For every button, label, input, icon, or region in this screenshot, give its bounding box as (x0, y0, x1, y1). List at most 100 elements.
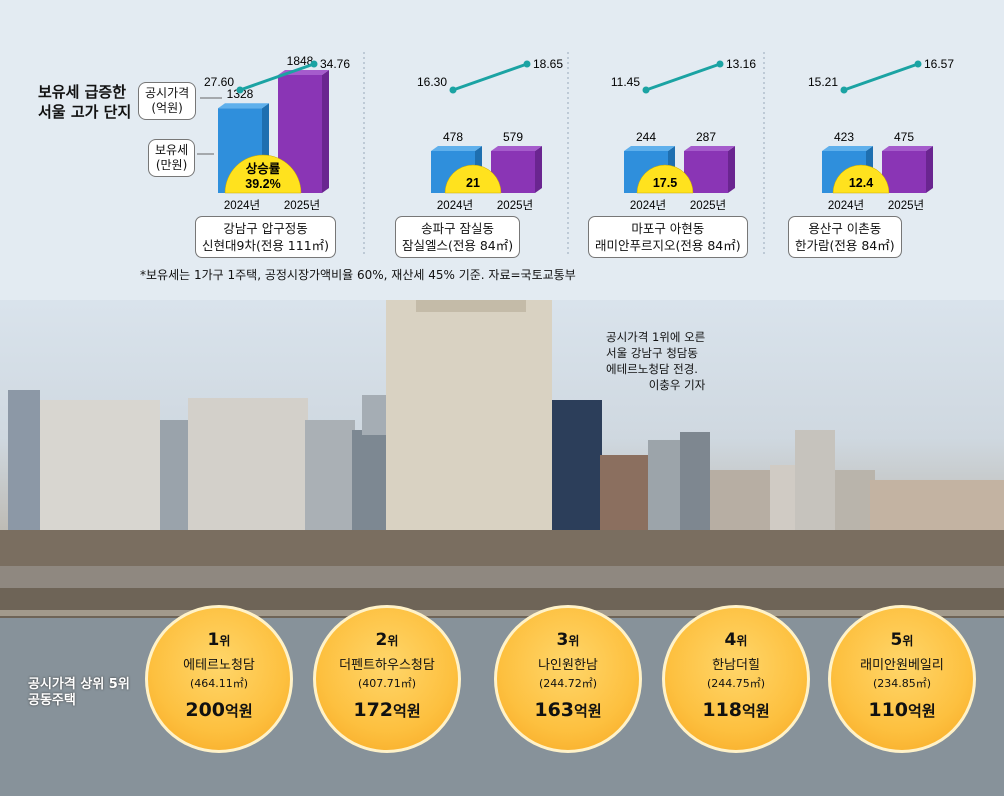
tax-bar-top (491, 146, 542, 151)
price: 110억원 (868, 699, 936, 721)
complex-name: 한가람(전용 84㎡) (795, 238, 895, 253)
rank-badge: 2위 (375, 630, 399, 650)
increase-badge-title: 상승률 (246, 161, 281, 176)
price-point-2024 (642, 86, 650, 94)
year-tick-label: 2024년 (828, 199, 864, 212)
price-value-label: 13.16 (726, 57, 756, 71)
rank-badge: 1위 (207, 630, 231, 650)
complex-area: (244.75㎡) (706, 677, 766, 690)
tax-bar-side (926, 146, 933, 193)
tax-bar-top (218, 103, 269, 109)
year-tick-label: 2024년 (224, 199, 260, 212)
rank-badge: 3위 (556, 630, 580, 650)
footnote: *보유세는 1가구 1주택, 공정시장가액비율 60%, 재산세 45% 기준.… (140, 268, 576, 282)
tax-bar-top (624, 146, 675, 151)
price-value-label: 34.76 (320, 57, 350, 71)
price: 200억원 (185, 699, 253, 721)
price: 118억원 (702, 699, 770, 721)
complex-district: 송파구 잠실동 (421, 221, 495, 236)
complex-area: (244.72㎡) (538, 677, 598, 690)
tax-bar-top (882, 146, 933, 151)
price-point-2025 (716, 60, 724, 68)
tax-value-label: 1328 (227, 87, 254, 101)
legend-tax-line1: 보유세 (155, 143, 189, 157)
legend-tax-chip: 보유세 (만원) (148, 139, 196, 177)
tax-value-label: 579 (503, 130, 523, 144)
complex-chip-4: 용산구 이촌동 한가람(전용 84㎡) (788, 216, 902, 258)
tax-bar-top (822, 146, 873, 151)
top5-circle-1: 1위 에테르노청담 (464.11㎡) 200억원 (145, 605, 293, 753)
year-tick-label: 2024년 (630, 199, 666, 212)
price-line (239, 62, 315, 92)
increase-badge-value: 17.5 (653, 176, 677, 190)
caption-line3: 에테르노청담 전경. (606, 362, 698, 376)
top5-circle-2: 2위 더펜트하우스청담 (407.71㎡) 172억원 (313, 605, 461, 753)
increase-badge (444, 164, 502, 194)
tax-bar-side (322, 70, 329, 193)
legend-price-chip: 공시가격 (억원) (138, 82, 197, 120)
complex-area: (234.85㎡) (872, 677, 932, 690)
increase-badge (832, 164, 890, 194)
price-line (843, 62, 919, 92)
complex-district: 용산구 이촌동 (808, 221, 882, 236)
year-tick-label: 2024년 (437, 199, 473, 212)
complex-chip-2: 송파구 잠실동 잠실엘스(전용 84㎡) (395, 216, 521, 258)
price-point-2025 (310, 60, 318, 68)
complex-name: 에테르노청담 (183, 658, 255, 673)
price-value-label: 15.21 (808, 75, 838, 89)
tax-value-label: 287 (696, 130, 716, 144)
price-value-label: 18.65 (533, 57, 563, 71)
top5-label: 공시가격 상위 5위 공동주택 (28, 677, 130, 709)
increase-badge (636, 164, 694, 194)
price-value-label: 11.45 (611, 75, 640, 89)
price: 163억원 (534, 699, 602, 721)
legend-price-line1: 공시가격 (145, 86, 190, 100)
caption-line1: 공시가격 1위에 오른 (606, 330, 706, 344)
year-tick-label: 2025년 (690, 199, 726, 212)
complex-name: 래미안원베일리 (860, 658, 944, 673)
tax-value-label: 1848 (287, 54, 314, 68)
price-value-label: 16.30 (417, 75, 447, 89)
complex-area: (407.71㎡) (357, 677, 417, 690)
complex-chip-1: 강남구 압구정동 신현대9차(전용 111㎡) (195, 216, 337, 258)
price-value-label: 27.60 (204, 75, 234, 89)
rank-badge: 5위 (890, 630, 914, 650)
tax-bar-side (728, 146, 735, 193)
tax-bar-2025 (882, 151, 926, 193)
top5-circle-3: 3위 나인원한남 (244.72㎡) 163억원 (494, 605, 642, 753)
complex-district: 강남구 압구정동 (223, 221, 308, 236)
year-tick-label: 2025년 (888, 199, 924, 212)
price-point-2024 (840, 86, 848, 94)
tax-value-label: 244 (636, 130, 656, 144)
tax-value-label: 478 (443, 130, 463, 144)
legend-tax-line2: (만원) (155, 158, 188, 172)
tax-value-label: 475 (894, 130, 914, 144)
complex-name: 나인원한남 (538, 658, 598, 673)
complex-name: 한남더힐 (712, 658, 760, 673)
price-point-2025 (523, 60, 531, 68)
year-tick-label: 2025년 (284, 199, 320, 212)
price-value-label: 16.57 (924, 57, 954, 71)
complex-chip-3: 마포구 아현동 래미안푸르지오(전용 84㎡) (588, 216, 748, 258)
legend-title: 보유세 급증한 서울 고가 단지 (38, 82, 131, 122)
price: 172억원 (353, 699, 421, 721)
rank-badge: 4위 (724, 630, 748, 650)
increase-badge-value: 21 (466, 176, 480, 190)
year-tick-label: 2025년 (497, 199, 533, 212)
price-line (645, 62, 721, 92)
legend-title-line1: 보유세 급증한 (38, 83, 127, 101)
legend-connectors (197, 52, 765, 255)
complex-name: 래미안푸르지오(전용 84㎡) (595, 238, 741, 253)
complex-district: 마포구 아현동 (631, 221, 705, 236)
complex-name: 더펜트하우스청담 (339, 658, 435, 673)
tax-bar-top (684, 146, 735, 151)
photo-credit: 이충우 기자 (648, 378, 706, 392)
photo-caption: 공시가격 1위에 오른 서울 강남구 청담동 에테르노청담 전경. 이충우 기자 (606, 329, 705, 393)
top5-circle-4: 4위 한남더힐 (244.75㎡) 118억원 (662, 605, 810, 753)
price-line (452, 62, 528, 92)
legend-title-line2: 서울 고가 단지 (38, 103, 132, 121)
complex-area: (464.11㎡) (189, 677, 249, 690)
increase-badge (224, 154, 302, 194)
